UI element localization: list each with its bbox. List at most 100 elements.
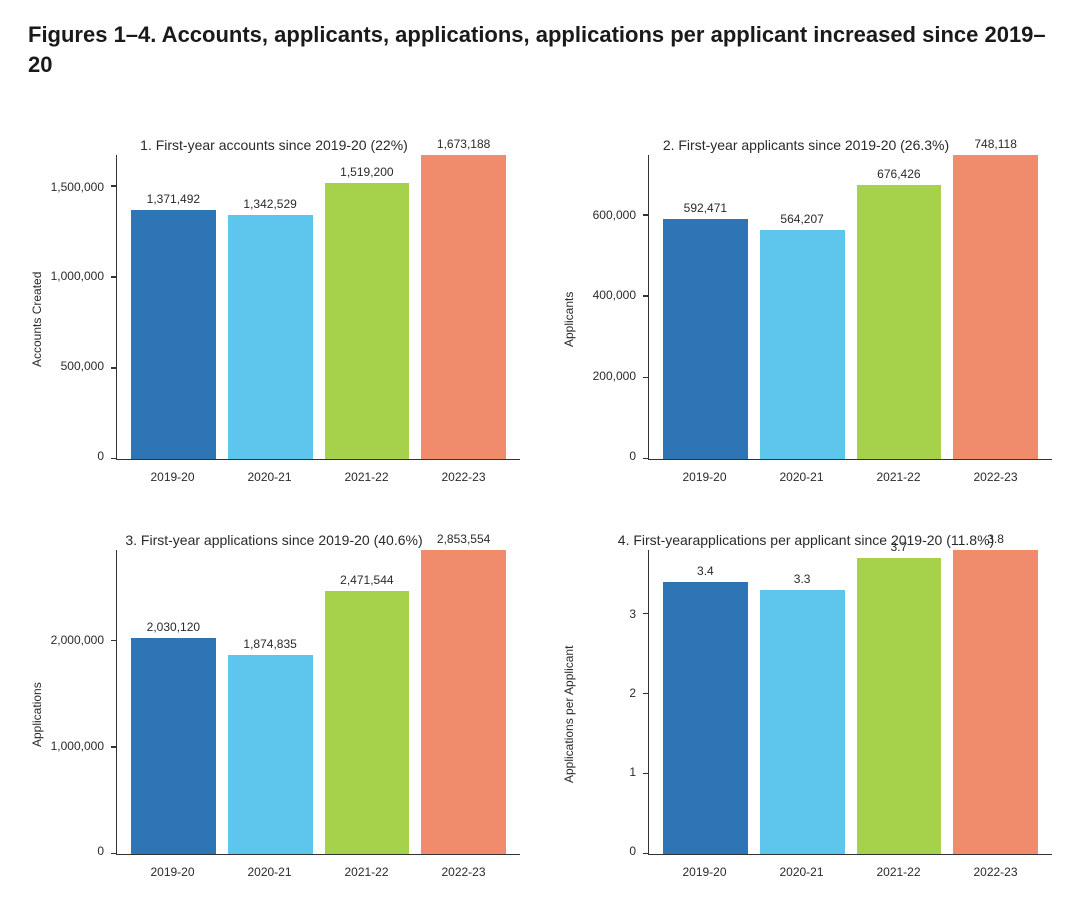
- bar-slot: 3.7: [851, 550, 948, 854]
- chart-panel-applications: 3. First-year applications since 2019-20…: [28, 514, 520, 879]
- bar-value-label: 3.8: [987, 532, 1004, 546]
- y-tick-label: 500,000: [61, 360, 104, 372]
- bar-slot: 2,853,554: [415, 550, 512, 854]
- x-tick-label: 2019-20: [656, 470, 753, 484]
- bar-slot: 1,673,188: [415, 155, 512, 459]
- bar-slot: 1,371,492: [125, 155, 222, 459]
- bar: [228, 655, 313, 855]
- y-tick-label: 3: [629, 608, 636, 620]
- plot-area: 592,471564,207676,426748,118: [648, 155, 1052, 460]
- bar-slot: 592,471: [657, 155, 754, 459]
- bar: [760, 230, 845, 459]
- bar-slot: 1,874,835: [222, 550, 319, 854]
- bar: [421, 155, 506, 459]
- x-tick-label: 2019-20: [124, 865, 221, 879]
- x-tick-label: 2022-23: [947, 865, 1044, 879]
- x-tick-label: 2021-22: [318, 470, 415, 484]
- bar-slot: 3.4: [657, 550, 754, 854]
- chart-panel-per-applicant: 4. First-yearapplications per applicant …: [560, 514, 1052, 879]
- x-tick-label: 2019-20: [656, 865, 753, 879]
- bar: [325, 591, 410, 854]
- bar-value-label: 3.7: [891, 540, 908, 554]
- bar-slot: 2,471,544: [319, 550, 416, 854]
- x-tick-label: 2022-23: [415, 470, 512, 484]
- bar: [325, 183, 410, 459]
- bar-slot: 2,030,120: [125, 550, 222, 854]
- bar: [228, 215, 313, 459]
- bar-value-label: 1,874,835: [243, 637, 296, 651]
- chart-panel-applicants: 2. First-year applicants since 2019-20 (…: [560, 119, 1052, 484]
- chart-grid: 1. First-year accounts since 2019-20 (22…: [28, 119, 1052, 879]
- y-tick-label: 0: [97, 450, 104, 462]
- page-title: Figures 1–4. Accounts, applicants, appli…: [28, 20, 1052, 79]
- y-tick-label: 1,000,000: [51, 740, 104, 752]
- x-tick-label: 2020-21: [221, 865, 318, 879]
- plot-area: 2,030,120 1,874,835 2,471,544 2,853,554: [116, 550, 520, 855]
- y-axis: 0 200,000 400,000 600,000: [578, 155, 648, 484]
- chart-panel-accounts: 1. First-year accounts since 2019-20 (22…: [28, 119, 520, 484]
- x-tick-label: 2020-21: [221, 470, 318, 484]
- x-axis: 2019-202020-212021-222022-23: [648, 855, 1052, 879]
- bar-value-label: 748,118: [974, 137, 1017, 151]
- y-tick-label: 1: [629, 766, 636, 778]
- y-axis: 0 1,000,000 2,000,000: [46, 550, 116, 879]
- bar-value-label: 2,471,544: [340, 573, 393, 587]
- x-tick-label: 2019-20: [124, 470, 221, 484]
- y-tick-label: 0: [629, 845, 636, 857]
- bar-slot: 1,342,529: [222, 155, 319, 459]
- bar-slot: 3.3: [754, 550, 851, 854]
- bar-value-label: 592,471: [684, 201, 727, 215]
- bar-value-label: 676,426: [877, 167, 920, 181]
- y-tick-label: 600,000: [593, 209, 636, 221]
- x-axis: 2019-202020-212021-222022-23: [116, 460, 520, 484]
- bar: [131, 638, 216, 854]
- bar-value-label: 564,207: [780, 212, 823, 226]
- bar-slot: 564,207: [754, 155, 851, 459]
- bar: [131, 210, 216, 459]
- bar: [421, 550, 506, 854]
- bar-value-label: 1,371,492: [147, 192, 200, 206]
- y-tick-label: 1,000,000: [51, 270, 104, 282]
- bar: [857, 558, 942, 854]
- y-axis: 0 1 2 3: [578, 550, 648, 879]
- bar: [953, 550, 1038, 854]
- bar-value-label: 3.3: [794, 572, 811, 586]
- x-tick-label: 2020-21: [753, 865, 850, 879]
- y-tick-label: 0: [97, 845, 104, 857]
- bar-value-label: 3.4: [697, 564, 714, 578]
- bar: [663, 582, 748, 854]
- panel-title: 4. First-yearapplications per applicant …: [560, 514, 1052, 550]
- y-tick-label: 2,000,000: [51, 634, 104, 646]
- bar-value-label: 2,030,120: [147, 620, 200, 634]
- y-axis-label: Applications per Applicant: [560, 550, 578, 879]
- bar-value-label: 1,673,188: [437, 137, 490, 151]
- x-tick-label: 2022-23: [947, 470, 1044, 484]
- y-axis-label: Applicants: [560, 155, 578, 484]
- y-tick-label: 2: [629, 687, 636, 699]
- x-axis: 2019-202020-212021-222022-23: [648, 460, 1052, 484]
- bar-value-label: 1,342,529: [243, 197, 296, 211]
- bar: [953, 155, 1038, 459]
- y-tick-label: 400,000: [593, 289, 636, 301]
- plot-area: 1,371,492 1,342,529 1,519,200 1,673,188: [116, 155, 520, 460]
- x-tick-label: 2022-23: [415, 865, 512, 879]
- x-tick-label: 2020-21: [753, 470, 850, 484]
- bar-value-label: 2,853,554: [437, 532, 490, 546]
- x-tick-label: 2021-22: [850, 865, 947, 879]
- bar-slot: 3.8: [947, 550, 1044, 854]
- bar: [760, 590, 845, 854]
- bar: [663, 219, 748, 460]
- plot-area: 3.4 3.3 3.73.8: [648, 550, 1052, 855]
- y-axis-label: Applications: [28, 550, 46, 879]
- x-tick-label: 2021-22: [318, 865, 415, 879]
- x-tick-label: 2021-22: [850, 470, 947, 484]
- bar-slot: 1,519,200: [319, 155, 416, 459]
- bar-value-label: 1,519,200: [340, 165, 393, 179]
- y-tick-label: 1,500,000: [51, 181, 104, 193]
- y-axis: 0 500,000 1,000,000 1,500,000: [46, 155, 116, 484]
- y-tick-label: 0: [629, 450, 636, 462]
- bar: [857, 185, 942, 460]
- y-tick-label: 200,000: [593, 370, 636, 382]
- bar-slot: 676,426: [851, 155, 948, 459]
- x-axis: 2019-202020-212021-222022-23: [116, 855, 520, 879]
